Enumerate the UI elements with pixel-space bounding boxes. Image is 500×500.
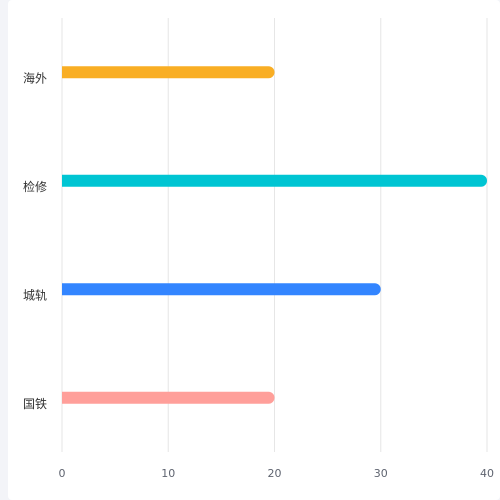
bar-海外[interactable] <box>62 66 275 79</box>
bar-国铁[interactable] <box>62 391 275 404</box>
y-category-label: 城轨 <box>23 288 47 302</box>
x-axis-tick-labels: 0 10 20 30 40 <box>59 467 495 480</box>
x-tick-label: 30 <box>374 467 388 480</box>
x-tick-label: 0 <box>59 467 66 480</box>
bar-城轨[interactable] <box>62 283 381 296</box>
chart-card <box>8 0 500 500</box>
x-tick-label: 10 <box>161 467 175 480</box>
y-category-label: 检修 <box>23 179 47 194</box>
bar-检修[interactable] <box>62 174 488 187</box>
x-tick-label: 20 <box>268 467 282 480</box>
y-category-label: 国铁 <box>23 397 47 411</box>
x-tick-label: 40 <box>480 467 494 480</box>
gridlines <box>61 18 488 452</box>
y-category-label: 海外 <box>23 70 47 85</box>
bars <box>62 66 488 404</box>
